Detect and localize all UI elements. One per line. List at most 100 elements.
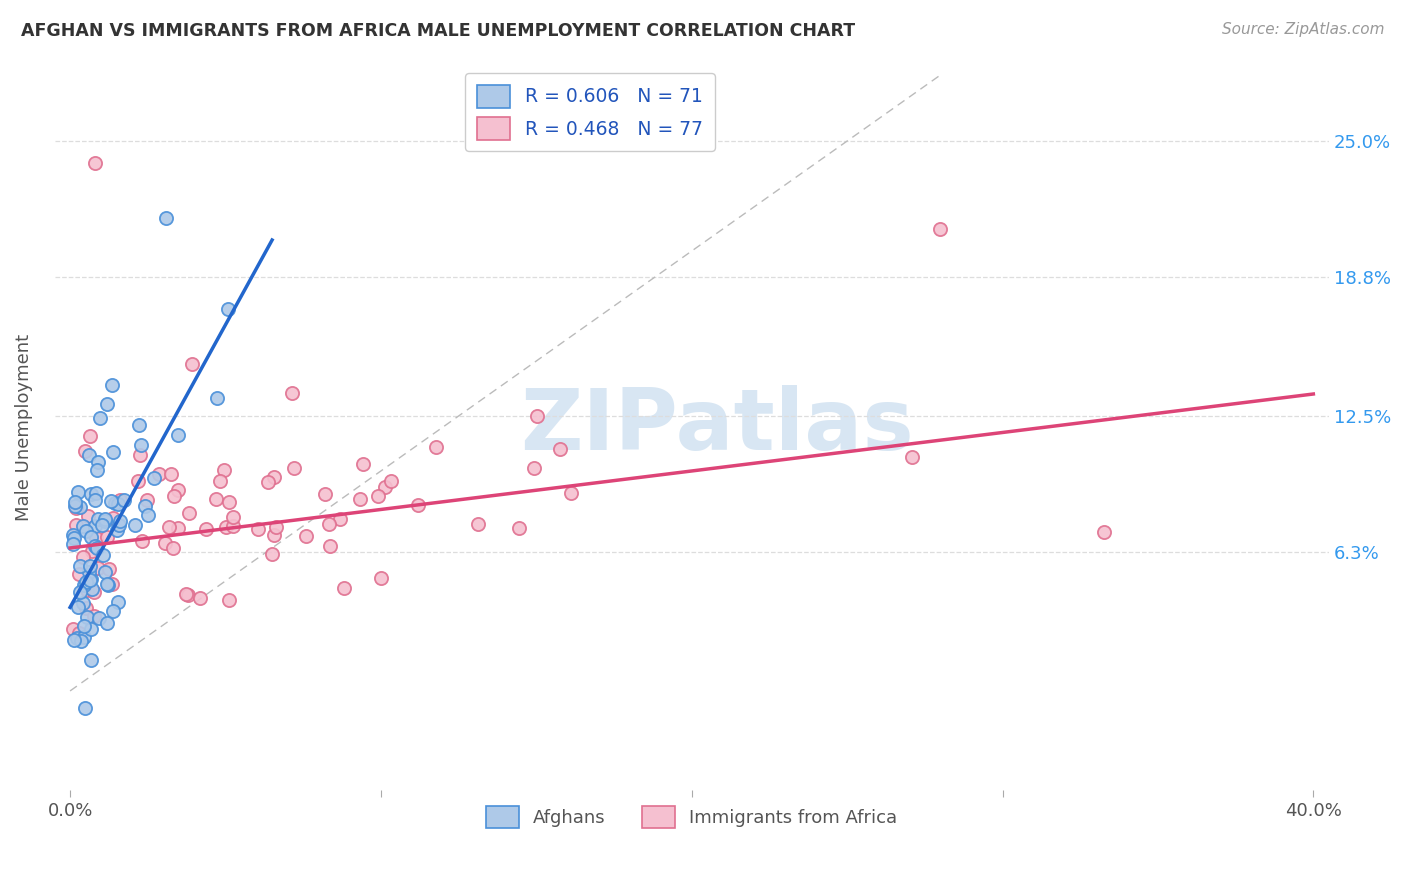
Point bbox=[80, 623, 103, 637]
Y-axis label: Male Unemployment: Male Unemployment bbox=[15, 334, 32, 521]
Point bbox=[264, 519, 287, 533]
Point bbox=[75, 601, 97, 615]
Point bbox=[108, 514, 131, 528]
Point bbox=[408, 498, 430, 512]
Point bbox=[77, 566, 100, 580]
Point bbox=[263, 528, 285, 542]
Point bbox=[75, 443, 97, 458]
Point bbox=[263, 470, 285, 484]
Point bbox=[86, 541, 108, 555]
Point bbox=[62, 622, 84, 636]
Point bbox=[75, 524, 97, 539]
Point bbox=[67, 566, 90, 581]
Point bbox=[76, 582, 98, 597]
Point bbox=[332, 581, 354, 595]
Point bbox=[281, 385, 304, 400]
Point bbox=[65, 517, 87, 532]
Point bbox=[84, 539, 107, 553]
Point bbox=[72, 550, 94, 565]
Point bbox=[87, 561, 110, 575]
Point bbox=[129, 438, 152, 452]
Point bbox=[69, 626, 91, 640]
Point bbox=[319, 539, 342, 553]
Point bbox=[83, 585, 105, 599]
Point bbox=[134, 499, 156, 513]
Point bbox=[523, 461, 546, 475]
Point bbox=[207, 391, 229, 405]
Point bbox=[67, 600, 90, 615]
Point bbox=[77, 509, 100, 524]
Legend: Afghans, Immigrants from Africa: Afghans, Immigrants from Africa bbox=[479, 799, 904, 835]
Point bbox=[136, 508, 159, 522]
Point bbox=[101, 377, 124, 392]
Point bbox=[174, 587, 197, 601]
Point bbox=[73, 630, 96, 644]
Point bbox=[157, 520, 180, 534]
Point bbox=[135, 493, 157, 508]
Point bbox=[110, 493, 132, 508]
Point bbox=[69, 559, 91, 574]
Point bbox=[66, 631, 89, 645]
Point bbox=[65, 501, 87, 516]
Point bbox=[218, 592, 240, 607]
Point bbox=[107, 497, 129, 511]
Point bbox=[75, 575, 97, 590]
Point bbox=[90, 518, 112, 533]
Point bbox=[96, 615, 118, 630]
Point bbox=[548, 442, 571, 456]
Point bbox=[218, 494, 240, 508]
Point bbox=[79, 573, 101, 587]
Point bbox=[80, 530, 103, 544]
Point bbox=[162, 489, 184, 503]
Point bbox=[77, 448, 100, 462]
Point bbox=[100, 494, 122, 508]
Point bbox=[97, 578, 120, 592]
Point bbox=[93, 512, 115, 526]
Point bbox=[131, 534, 153, 549]
Point bbox=[467, 516, 489, 531]
Text: Source: ZipAtlas.com: Source: ZipAtlas.com bbox=[1222, 22, 1385, 37]
Point bbox=[367, 490, 389, 504]
Point bbox=[166, 521, 188, 535]
Point bbox=[900, 450, 922, 464]
Point bbox=[142, 471, 165, 485]
Point bbox=[63, 500, 86, 514]
Point bbox=[63, 633, 86, 648]
Point bbox=[162, 541, 184, 556]
Point bbox=[560, 486, 582, 500]
Point bbox=[526, 409, 548, 424]
Point bbox=[929, 222, 952, 236]
Point bbox=[208, 475, 231, 489]
Point bbox=[153, 536, 176, 550]
Point bbox=[87, 512, 110, 526]
Point bbox=[205, 492, 228, 507]
Text: AFGHAN VS IMMIGRANTS FROM AFRICA MALE UNEMPLOYMENT CORRELATION CHART: AFGHAN VS IMMIGRANTS FROM AFRICA MALE UN… bbox=[21, 22, 855, 40]
Point bbox=[128, 418, 150, 433]
Point bbox=[69, 634, 91, 648]
Point bbox=[127, 474, 149, 488]
Point bbox=[188, 591, 211, 606]
Point bbox=[349, 492, 371, 507]
Point bbox=[129, 448, 152, 462]
Point bbox=[63, 495, 86, 509]
Point bbox=[214, 520, 236, 534]
Point bbox=[112, 493, 135, 508]
Point bbox=[62, 532, 84, 546]
Point bbox=[97, 562, 120, 576]
Point bbox=[179, 506, 201, 520]
Point bbox=[83, 493, 105, 508]
Point bbox=[166, 428, 188, 442]
Point bbox=[195, 522, 218, 536]
Point bbox=[177, 588, 200, 602]
Point bbox=[107, 517, 129, 532]
Point bbox=[148, 467, 170, 481]
Point bbox=[89, 611, 111, 625]
Point bbox=[72, 619, 94, 633]
Point bbox=[84, 486, 107, 500]
Point bbox=[283, 460, 305, 475]
Point bbox=[181, 357, 204, 371]
Point bbox=[159, 467, 181, 482]
Point bbox=[103, 496, 125, 510]
Text: ZIPatlas: ZIPatlas bbox=[520, 385, 914, 468]
Point bbox=[66, 484, 89, 499]
